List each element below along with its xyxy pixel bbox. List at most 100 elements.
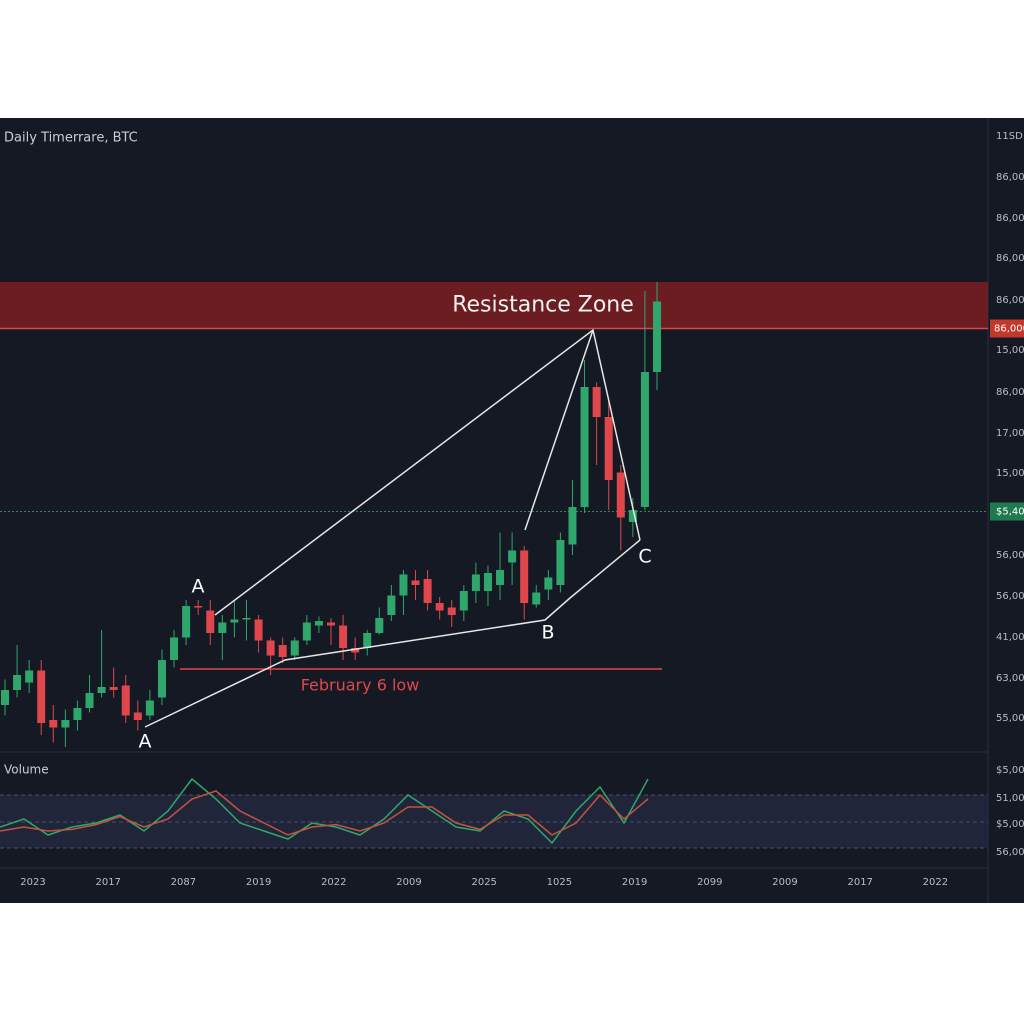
x-axis-label: 2022 — [321, 877, 346, 888]
resistance-label: Resistance Zone — [452, 292, 634, 317]
pattern-lower-line — [144, 539, 641, 728]
candle-body — [592, 387, 601, 417]
price-axis-label: 56,000 — [996, 591, 1024, 602]
candle-body — [435, 603, 444, 611]
price-axis-label: 86,000 — [996, 253, 1024, 264]
low-label: February 6 low — [301, 676, 420, 695]
candle-body — [387, 595, 396, 615]
candle-body — [471, 574, 480, 591]
x-axis-label: 2022 — [923, 877, 948, 888]
x-axis-label: 2025 — [471, 877, 496, 888]
candle-body — [254, 619, 263, 641]
candle-body — [230, 619, 239, 623]
candle-body — [640, 372, 649, 507]
candle-body — [25, 670, 34, 683]
price-axis-label: 17,000 — [996, 428, 1024, 439]
candle-body — [73, 708, 82, 720]
price-axis-label: 11SD — [996, 131, 1023, 142]
price-axis-label: 63,000 — [996, 673, 1024, 684]
x-axis-label: 2019 — [622, 877, 647, 888]
volume-axis-label: $5,000 — [996, 819, 1024, 830]
x-axis-label: 2023 — [20, 877, 45, 888]
x-axis-label: 2019 — [246, 877, 271, 888]
candle-body — [61, 720, 70, 728]
volume-axis-label: $5,000 — [996, 765, 1024, 776]
candle-body — [363, 633, 372, 648]
candle-body — [496, 570, 505, 585]
pattern-label: A — [139, 731, 152, 753]
volume-line — [0, 790, 649, 836]
resistance-zone — [0, 282, 988, 329]
candle-body — [121, 685, 130, 716]
candle-body — [206, 610, 215, 633]
candle-body — [339, 625, 348, 648]
price-axis-label: 15,000 — [996, 468, 1024, 479]
candle-body — [109, 687, 118, 690]
pattern-label: B — [541, 622, 554, 644]
price-axis-label: 15,000 — [996, 345, 1024, 356]
candle-body — [157, 660, 166, 698]
candle-body — [266, 640, 275, 656]
candle-body — [556, 540, 565, 585]
candle-body — [351, 648, 360, 653]
candle-body — [278, 645, 287, 657]
candle-body — [508, 550, 517, 563]
candle-body — [411, 580, 420, 585]
price-axis-label: 86,000 — [996, 213, 1024, 224]
resistance-badge: 86,000 — [994, 324, 1024, 335]
resistance-badge-bg — [990, 319, 1024, 338]
pattern-label: A — [192, 576, 205, 598]
candle-body — [604, 417, 613, 480]
volume-axis-label: 51,000 — [996, 793, 1024, 804]
candle-body — [194, 606, 203, 608]
candle-body — [399, 574, 408, 596]
x-axis-label: 2009 — [396, 877, 421, 888]
candle-body — [242, 618, 251, 620]
chart-background — [0, 118, 1024, 903]
candle-body — [302, 622, 311, 641]
price-axis-label: 86,000 — [996, 387, 1024, 398]
candle-body — [49, 720, 58, 728]
volume-line — [0, 777, 649, 845]
candle-body — [218, 622, 227, 633]
price-axis-label: 56,000 — [996, 550, 1024, 561]
price-axis-label: 55,000 — [996, 713, 1024, 724]
x-axis-label: 2017 — [95, 877, 120, 888]
candle-body — [653, 301, 661, 372]
x-axis-label: 2009 — [772, 877, 797, 888]
candle-body — [1, 690, 9, 705]
candle-body — [483, 573, 492, 591]
candle-body — [133, 712, 142, 720]
x-axis-label: 1025 — [547, 877, 572, 888]
candle-body — [327, 622, 335, 626]
price-axis-label: 86,000 — [996, 172, 1024, 183]
pattern-label: C — [638, 546, 651, 568]
candle-body — [568, 507, 577, 545]
candle-body — [616, 472, 625, 518]
candle-body — [447, 607, 456, 615]
x-axis-label: 2087 — [171, 877, 196, 888]
candle-body — [37, 670, 46, 723]
price-axis-label: 41,000 — [996, 632, 1024, 643]
candle-body — [532, 592, 541, 605]
pattern-lines — [144, 328, 641, 728]
candle-body — [290, 640, 299, 656]
candle-body — [170, 637, 179, 660]
volume-axis-label: 56,000 — [996, 847, 1024, 858]
candle-body — [85, 693, 94, 708]
chart-title: Daily Timerrare, BTC — [4, 131, 138, 146]
pattern-inner-line — [524, 329, 594, 531]
candle-body — [520, 550, 529, 603]
candle-body — [375, 618, 384, 633]
x-axis-label: 2099 — [697, 877, 722, 888]
plot: Resistance Zone 86,000 $5,400 February 6 lo… — [0, 131, 1024, 888]
volume-label: Volume — [4, 763, 49, 777]
support-badge: $5,400 — [996, 507, 1024, 518]
candle-body — [580, 387, 589, 507]
candle-body — [628, 510, 637, 522]
candle-body — [97, 687, 106, 693]
candle-body — [182, 606, 191, 638]
candle-body — [314, 621, 323, 626]
candle-body — [544, 577, 553, 590]
